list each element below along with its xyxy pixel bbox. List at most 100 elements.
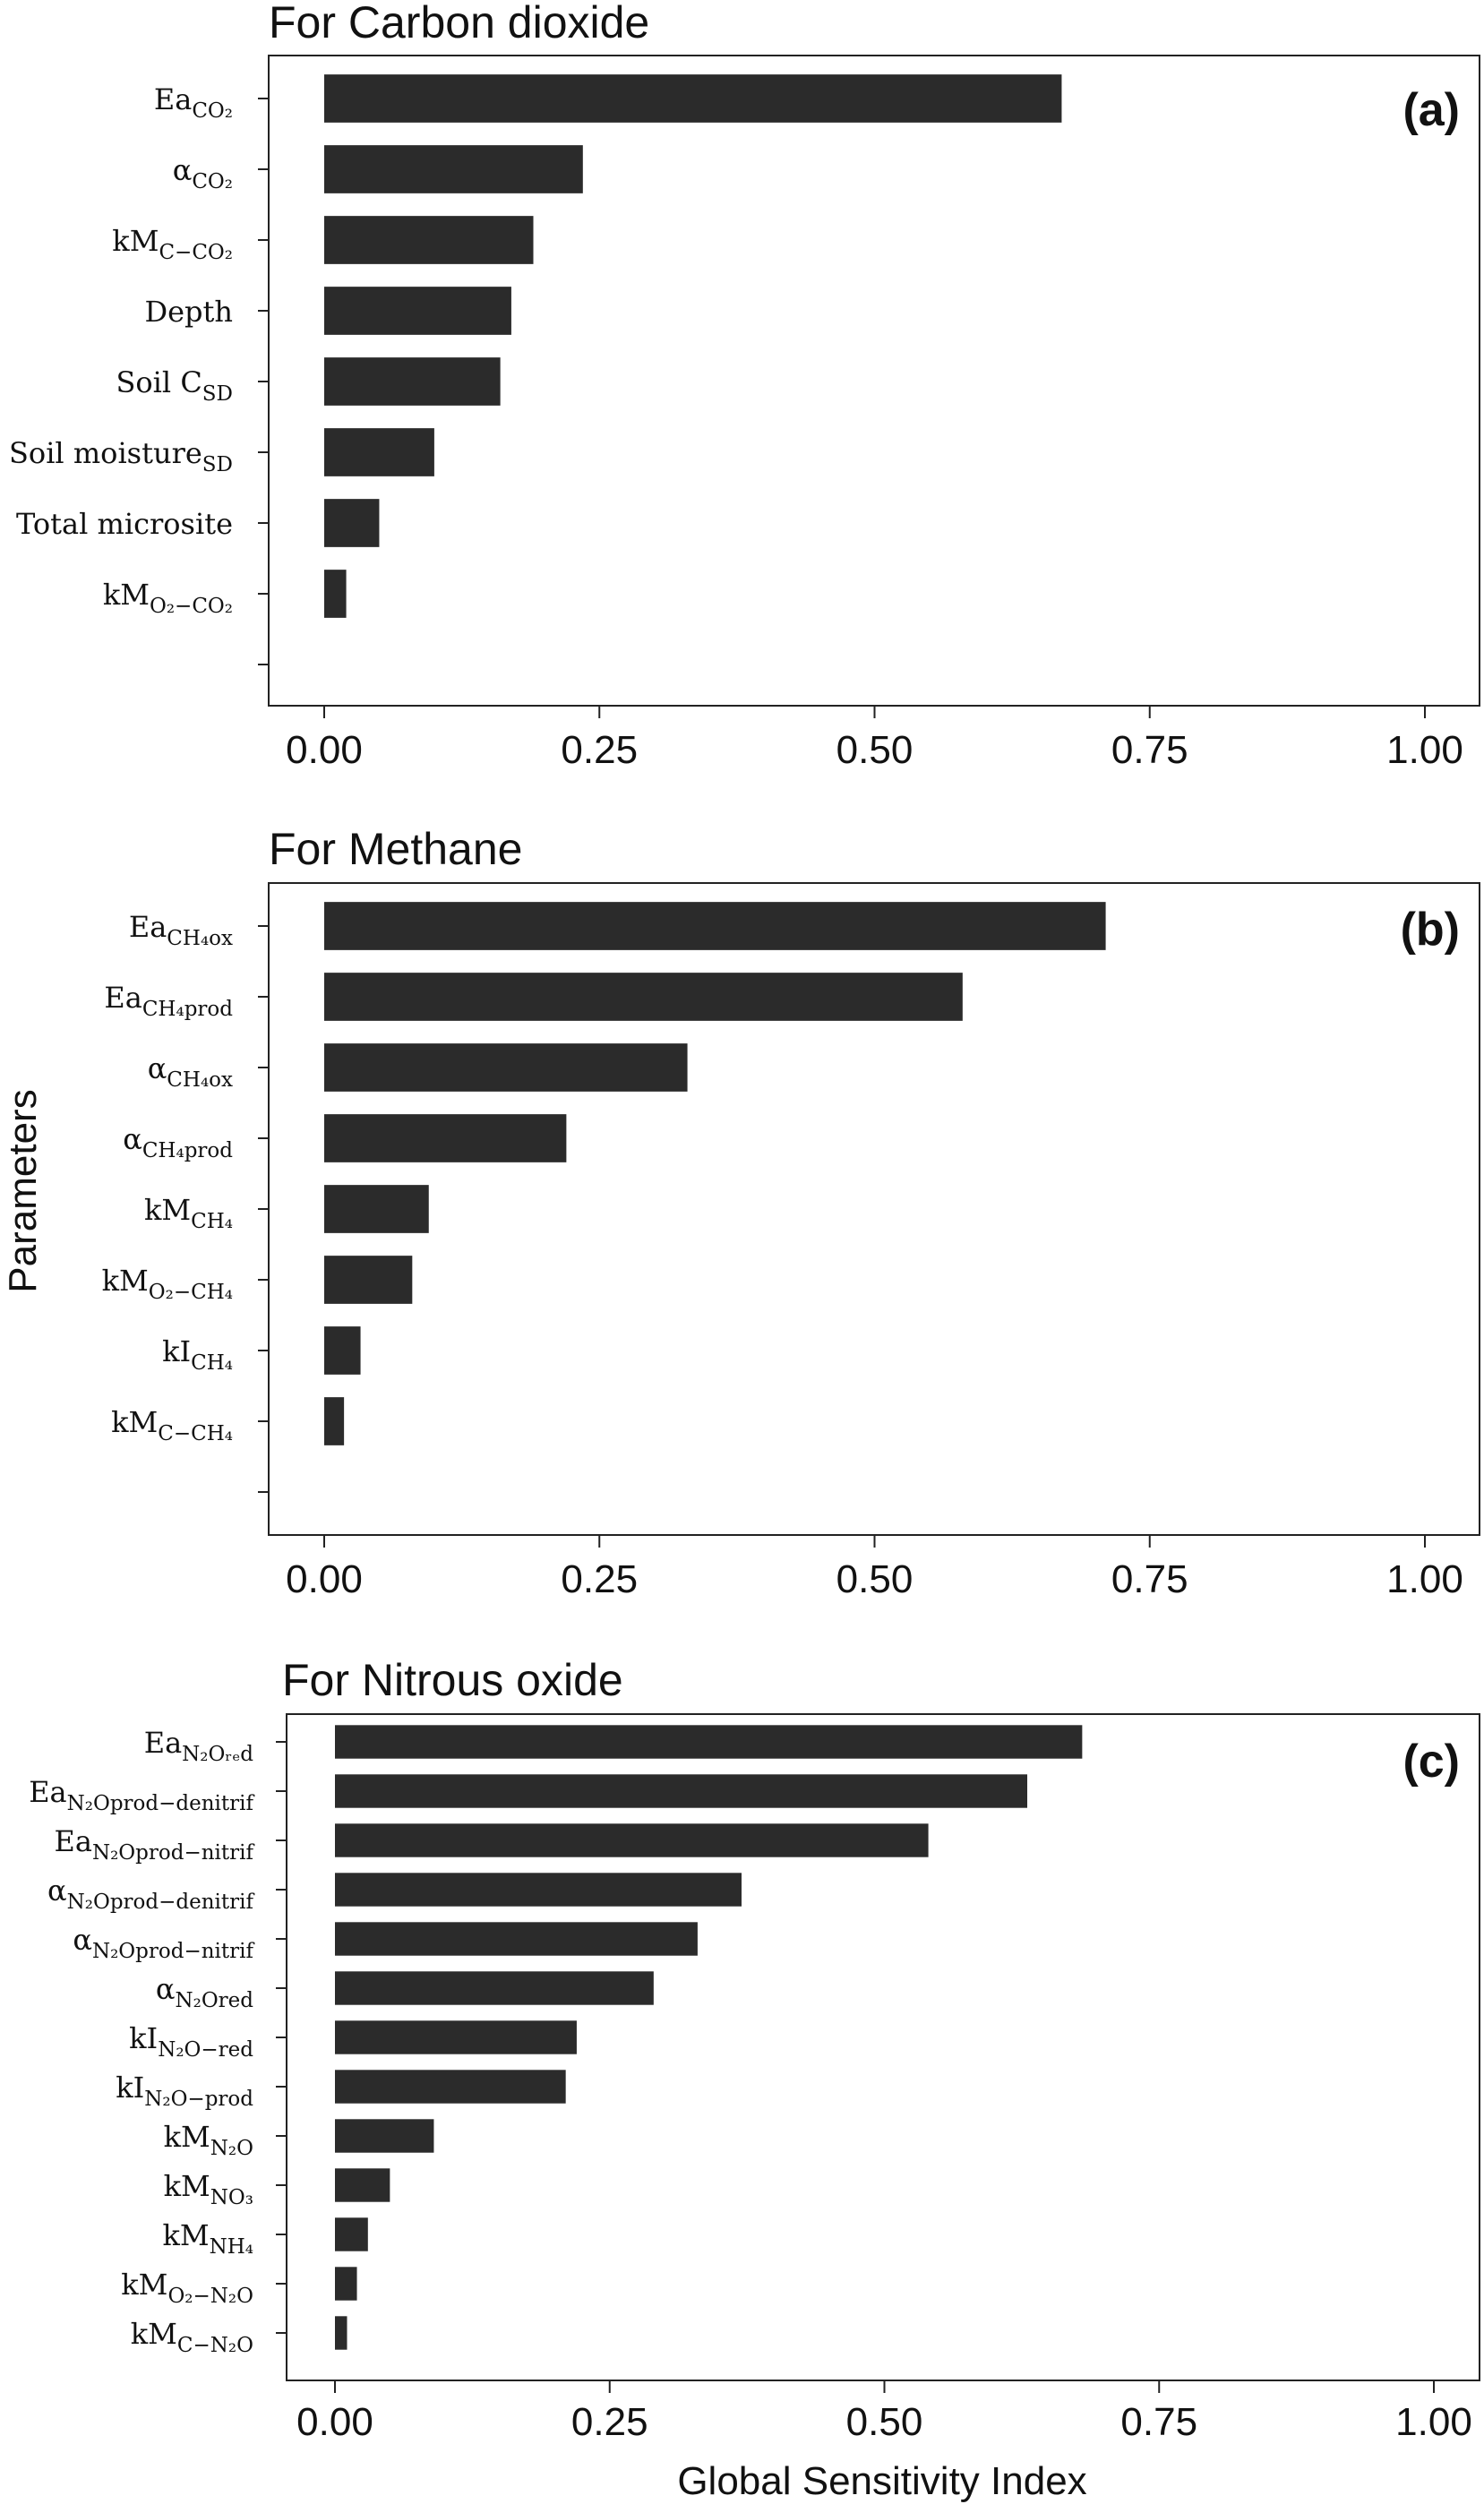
panel-label: (b) <box>1401 904 1460 956</box>
category-label: kIN₂O−prod <box>116 2071 253 2111</box>
category-base: Ea <box>104 981 142 1015</box>
x-tick-label: 1.00 <box>1395 2400 1472 2444</box>
category-subscript: O₂−CH₄ <box>149 1281 233 1304</box>
category-base: kM <box>103 578 150 612</box>
category-subscript: N₂O <box>210 2137 253 2160</box>
bar <box>324 357 501 406</box>
category-base: α <box>173 153 193 187</box>
category-subscript: C−N₂O <box>177 2334 253 2357</box>
bar <box>335 1823 929 1857</box>
category-subscript: N₂Oprod−nitrif <box>92 1940 255 1963</box>
x-axis-title: Global Sensitivity Index <box>677 2459 1086 2503</box>
category-label: αCH₄ox <box>148 1051 233 1092</box>
category-label: kMNO₃ <box>164 2169 253 2209</box>
category-subscript: CO₂ <box>192 170 233 193</box>
x-tick-label: 0.75 <box>1120 2400 1197 2444</box>
category-label: kMNH₄ <box>162 2218 253 2259</box>
panel-label: (a) <box>1403 84 1460 136</box>
category-base: kM <box>164 2169 210 2203</box>
bar <box>335 1725 1083 1759</box>
category-base: α <box>156 1972 176 2006</box>
category-label: EaN₂Oprod−nitrif <box>55 1824 255 1865</box>
panel-label: (c) <box>1403 1736 1460 1788</box>
category-subscript: N₂Oᵣₑd <box>182 1743 253 1766</box>
category-base: kM <box>112 224 159 258</box>
bar <box>324 973 963 1021</box>
panel-frame <box>286 1713 1480 2381</box>
bar <box>335 1774 1028 1808</box>
x-tick-label: 0.50 <box>846 2400 923 2444</box>
panel-title: For Carbon dioxide <box>269 0 649 47</box>
category-base: Ea <box>154 82 192 116</box>
category-subscript: NO₃ <box>210 2186 253 2209</box>
x-tick-label: 0.25 <box>561 1557 638 1601</box>
category-base: kM <box>111 1405 158 1439</box>
panel-title: For Methane <box>269 824 522 874</box>
category-label: αN₂Oprod−nitrif <box>73 1923 254 1963</box>
category-subscript: SD <box>202 382 233 406</box>
category-label: kMC−N₂O <box>131 2317 253 2357</box>
bar <box>324 902 1106 950</box>
bar <box>335 2217 368 2251</box>
bar <box>324 287 511 335</box>
category-label: EaN₂Oprod−denitrif <box>29 1775 254 1815</box>
category-subscript: CH₄prod <box>142 1139 233 1162</box>
category-base: kI <box>129 2021 158 2055</box>
category-subscript: CH₄ <box>191 1351 233 1375</box>
category-label: Soil moistureSD <box>9 436 233 476</box>
category-base: kM <box>131 2317 177 2351</box>
category-label: Total microsite <box>16 507 233 541</box>
category-label: kMN₂O <box>164 2120 253 2160</box>
bar <box>335 1971 654 2005</box>
bar <box>324 216 534 264</box>
category-label: kICH₄ <box>162 1334 233 1375</box>
category-base: Ea <box>144 1726 182 1760</box>
category-base: Depth <box>144 295 233 329</box>
category-base: Soil moisture <box>9 436 202 470</box>
category-base: kM <box>164 2120 210 2154</box>
bar <box>335 2119 434 2153</box>
category-subscript: O₂−N₂O <box>167 2285 253 2308</box>
category-label: EaCH₄ox <box>129 910 233 950</box>
category-label: αCO₂ <box>173 153 233 193</box>
category-subscript: CH₄ox <box>167 927 233 950</box>
bar <box>335 1922 698 1956</box>
category-subscript: C−CH₄ <box>158 1422 233 1445</box>
bar <box>324 1185 429 1233</box>
x-tick-label: 0.50 <box>836 728 914 772</box>
category-subscript: C−CO₂ <box>159 241 233 264</box>
category-subscript: N₂Oprod−denitrif <box>67 1891 255 1914</box>
bar <box>324 499 380 547</box>
category-subscript: N₂Oprod−denitrif <box>67 1792 255 1815</box>
bar <box>324 1256 413 1304</box>
bar <box>324 1326 361 1375</box>
bar <box>335 2168 390 2202</box>
category-label: αN₂Oprod−denitrif <box>47 1874 254 1914</box>
category-base: Ea <box>29 1775 66 1809</box>
category-subscript: CO₂ <box>192 99 233 123</box>
y-axis-title: Parameters <box>1 1089 45 1292</box>
category-base: α <box>73 1923 92 1957</box>
category-base: Total microsite <box>16 507 233 541</box>
bar <box>324 570 347 618</box>
x-tick-label: 0.75 <box>1111 1557 1188 1601</box>
category-base: α <box>123 1122 142 1156</box>
category-subscript: O₂−CO₂ <box>150 595 233 618</box>
x-tick-label: 0.00 <box>296 2400 373 2444</box>
category-subscript: CH₄ <box>191 1210 233 1233</box>
x-tick-label: 0.50 <box>836 1557 914 1601</box>
bar <box>324 1043 688 1092</box>
bar <box>335 1873 742 1907</box>
x-tick-label: 0.00 <box>286 1557 363 1601</box>
category-label: kMO₂−N₂O <box>121 2268 253 2308</box>
x-tick-label: 0.25 <box>571 2400 648 2444</box>
category-label: kMCH₄ <box>144 1193 233 1233</box>
x-tick-label: 1.00 <box>1386 728 1463 772</box>
category-base: kM <box>121 2268 167 2302</box>
category-base: kM <box>144 1193 191 1227</box>
category-subscript: N₂Oprod−nitrif <box>92 1841 255 1865</box>
bar <box>335 2267 357 2301</box>
category-label: EaCH₄prod <box>104 981 233 1021</box>
category-label: EaN₂Oᵣₑd <box>144 1726 254 1766</box>
